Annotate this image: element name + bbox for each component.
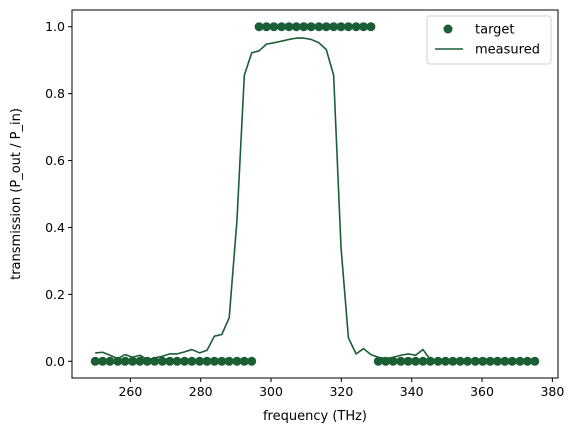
y-tick-label: 0.6 [45,153,65,168]
target-point [277,22,287,32]
target-point [373,356,383,366]
target-point [343,22,353,32]
legend-target-marker [443,24,453,34]
target-point [254,22,264,32]
target-point [202,356,212,366]
target-point [359,22,369,32]
x-axis-label: frequency (THz) [263,409,367,424]
target-point [90,356,100,366]
target-point [433,356,443,366]
y-tick-label: 1.0 [45,19,65,34]
target-point [425,356,435,366]
target-point [209,356,219,366]
x-tick-label: 260 [118,384,142,399]
target-point [224,356,234,366]
x-tick-label: 320 [329,384,353,399]
target-point [232,356,242,366]
x-tick-label: 300 [259,384,283,399]
target-point [127,356,137,366]
y-tick-label: 0.2 [45,287,65,302]
target-point [351,22,361,32]
target-point [269,22,279,32]
y-axis-label: transmission (P_out / P_in) [9,108,24,280]
target-point [388,356,398,366]
target-point [403,356,413,366]
x-tick-label: 360 [470,384,494,399]
y-tick-label: 0.0 [45,354,65,369]
target-point [247,356,257,366]
target-point [299,22,309,32]
y-axis: 0.0 0.2 0.4 0.6 0.8 1.0 [45,19,72,369]
target-point [113,356,123,366]
target-point [135,356,145,366]
plot-frame [71,9,559,379]
target-point [411,356,421,366]
target-point [478,356,488,366]
target-point [418,356,428,366]
target-point [321,22,331,32]
target-point [291,22,301,32]
measured-line [95,37,535,362]
target-point [463,356,473,366]
x-tick-label: 380 [540,384,564,399]
target-point [329,22,339,32]
legend-box [426,15,552,65]
target-point [157,356,167,366]
target-point [195,356,205,366]
target-point [98,356,108,366]
target-point [172,356,182,366]
x-tick-label: 340 [400,384,424,399]
target-point [105,356,115,366]
target-point [239,356,249,366]
target-point [217,356,227,366]
y-tick-label: 0.4 [45,220,65,235]
legend: target measured [426,15,552,65]
legend-target-label: target [475,23,515,38]
target-point [381,356,391,366]
target-point [180,356,190,366]
target-point [314,22,324,32]
target-point [396,356,406,366]
target-series [90,22,540,366]
target-point [306,22,316,32]
legend-measured-label: measured [475,43,540,58]
target-point [165,356,175,366]
target-point [187,356,197,366]
y-tick-label: 0.8 [45,86,65,101]
target-point [120,356,130,366]
plot-area [90,22,540,366]
target-point [336,22,346,32]
target-point [448,356,458,366]
target-point [366,22,376,32]
x-axis: 260 280 300 320 340 360 380 [118,378,564,399]
target-point [261,22,271,32]
x-tick-label: 280 [189,384,213,399]
target-point [284,22,294,32]
